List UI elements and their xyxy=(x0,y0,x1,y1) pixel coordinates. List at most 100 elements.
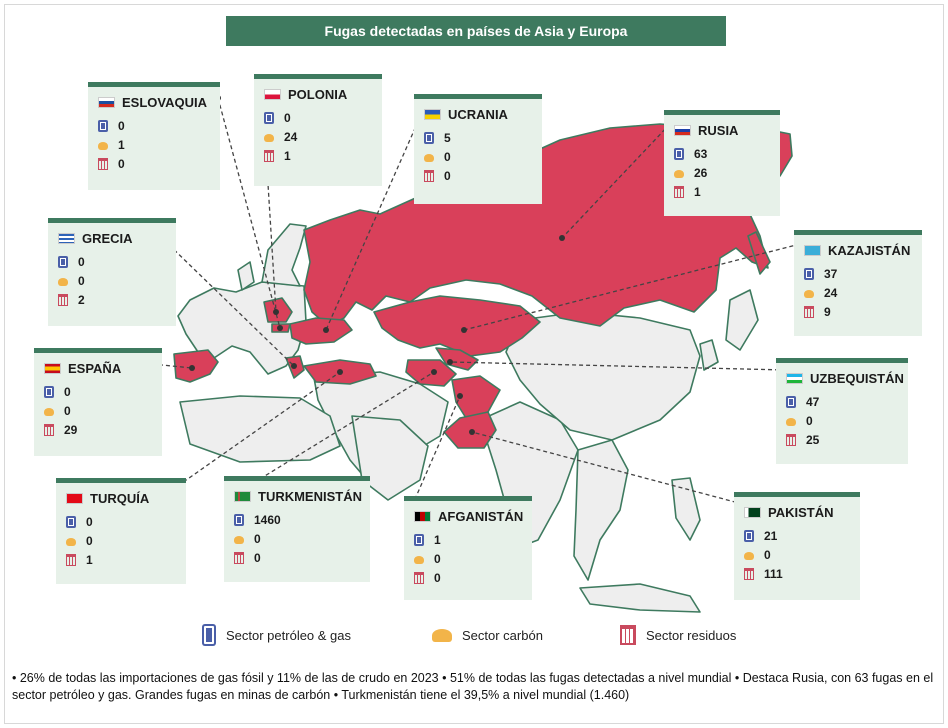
legend-label-waste: Sector residuos xyxy=(646,627,737,643)
coal-cart-icon xyxy=(234,535,244,544)
country-name: UCRANIA xyxy=(448,107,508,122)
country-name: ESLOVAQUIA xyxy=(122,95,207,110)
coal-cart-icon xyxy=(432,629,452,642)
coal-cart-icon xyxy=(674,169,684,178)
china-land xyxy=(505,311,701,441)
oil-gas-value: 5 xyxy=(444,130,451,145)
coal-cart-icon xyxy=(264,133,274,142)
country-card-eslovaquia: ESLOVAQUIA 0 1 0 xyxy=(88,82,220,190)
country-card-pakistan: PAKISTÁN 21 0 111 xyxy=(734,492,860,600)
spain-region xyxy=(173,349,219,383)
poland-flag-icon xyxy=(264,89,281,100)
oil-gas-value: 47 xyxy=(806,394,820,409)
oil-barrel-icon xyxy=(202,624,216,646)
coal-value: 0 xyxy=(78,273,85,288)
coal-value: 0 xyxy=(806,413,813,428)
pakistan-flag-icon xyxy=(744,507,761,518)
trash-bin-icon xyxy=(44,423,54,436)
coal-value: 24 xyxy=(824,285,838,300)
trash-bin-icon xyxy=(66,553,76,566)
legend-label-oil-gas: Sector petróleo & gas xyxy=(226,627,352,643)
waste-value: 1 xyxy=(694,184,701,199)
legend-item-waste: Sector residuos xyxy=(620,625,736,645)
oil-barrel-icon xyxy=(264,111,274,124)
uzbekistan-flag-icon xyxy=(786,373,803,384)
oil-gas-value: 37 xyxy=(824,266,838,281)
leader-line-pakistan xyxy=(471,431,751,507)
country-card-espana: ESPAÑA 0 0 29 xyxy=(34,348,162,456)
image-frame xyxy=(4,4,944,724)
country-name: PAKISTÁN xyxy=(768,505,834,520)
trash-bin-icon xyxy=(674,185,684,198)
leader-line-eslovaquia xyxy=(217,97,281,329)
legend: Sector petróleo & gas Sector carbón Sect… xyxy=(0,624,948,654)
oil-barrel-icon xyxy=(786,395,796,408)
coal-cart-icon xyxy=(58,277,68,286)
coal-value: 1 xyxy=(118,137,125,152)
waste-value: 25 xyxy=(806,432,820,447)
country-name: TURKMENISTÁN xyxy=(258,489,362,504)
turkmenistan-flag-icon xyxy=(234,491,251,502)
oil-barrel-icon xyxy=(674,147,684,160)
oil-barrel-icon xyxy=(234,513,244,526)
other-land xyxy=(177,223,759,613)
country-card-rusia: RUSIA 63 26 1 xyxy=(664,110,780,216)
leader-line-uzbequistan xyxy=(449,361,787,371)
oil-barrel-icon xyxy=(744,529,754,542)
coal-value: 0 xyxy=(254,531,261,546)
country-name: RUSIA xyxy=(698,123,739,138)
oil-gas-value: 0 xyxy=(86,514,93,529)
coal-cart-icon xyxy=(44,407,54,416)
coal-value: 24 xyxy=(284,129,298,144)
coal-value: 0 xyxy=(64,403,71,418)
coal-value: 0 xyxy=(764,547,771,562)
oil-gas-value: 0 xyxy=(64,384,71,399)
trash-bin-icon xyxy=(264,149,274,162)
spain-flag-icon xyxy=(44,363,61,374)
leader-line-turkmenistan xyxy=(241,371,435,491)
kazakhstan-region xyxy=(373,295,541,357)
afghanistan-flag-icon xyxy=(414,511,431,522)
country-card-grecia: GRECIA 0 0 2 xyxy=(48,218,176,326)
oil-barrel-icon xyxy=(424,131,434,144)
philippines-land xyxy=(671,477,701,541)
trash-bin-icon xyxy=(424,169,434,182)
country-name: UZBEQUISTÁN xyxy=(810,371,904,386)
scandinavia-land xyxy=(261,223,307,287)
country-name: AFGANISTÁN xyxy=(438,509,524,524)
trash-bin-icon xyxy=(234,551,244,564)
leader-line-grecia xyxy=(163,239,295,367)
oil-gas-value: 21 xyxy=(764,528,778,543)
coal-cart-icon xyxy=(98,141,108,150)
coal-cart-icon xyxy=(424,153,434,162)
oil-barrel-icon xyxy=(804,267,814,280)
waste-value: 0 xyxy=(444,168,451,183)
waste-value: 0 xyxy=(434,570,441,585)
legend-item-coal: Sector carbón xyxy=(432,628,543,643)
coal-cart-icon xyxy=(414,555,424,564)
country-card-polonia: POLONIA 0 24 1 xyxy=(254,74,382,186)
coal-cart-icon xyxy=(744,551,754,560)
oil-barrel-icon xyxy=(44,385,54,398)
leader-line-ucrania xyxy=(325,107,425,331)
country-card-turquia: TURQUÍA 0 0 1 xyxy=(56,478,186,584)
map-title: Fugas detectadas en países de Asia y Eur… xyxy=(226,16,726,46)
trash-bin-icon xyxy=(98,157,108,170)
waste-value: 29 xyxy=(64,422,78,437)
oil-barrel-icon xyxy=(66,515,76,528)
russia-flag-icon xyxy=(674,125,691,136)
country-card-turkmenistan: TURKMENISTÁN 1460 0 0 xyxy=(224,476,370,582)
greece-flag-icon xyxy=(58,233,75,244)
africa-north-land xyxy=(179,395,341,463)
footer-notes: • 26% de todas las importaciones de gas … xyxy=(12,671,934,702)
india-land xyxy=(479,401,579,547)
leader-line-rusia xyxy=(561,123,671,239)
oil-gas-value: 1460 xyxy=(254,512,281,527)
coal-value: 0 xyxy=(434,551,441,566)
coal-value: 26 xyxy=(694,165,708,180)
country-card-uzbequistan: UZBEQUISTÁN 47 0 25 xyxy=(776,358,908,464)
waste-value: 0 xyxy=(118,156,125,171)
waste-value: 1 xyxy=(284,148,291,163)
coal-cart-icon xyxy=(804,289,814,298)
oil-gas-value: 0 xyxy=(78,254,85,269)
